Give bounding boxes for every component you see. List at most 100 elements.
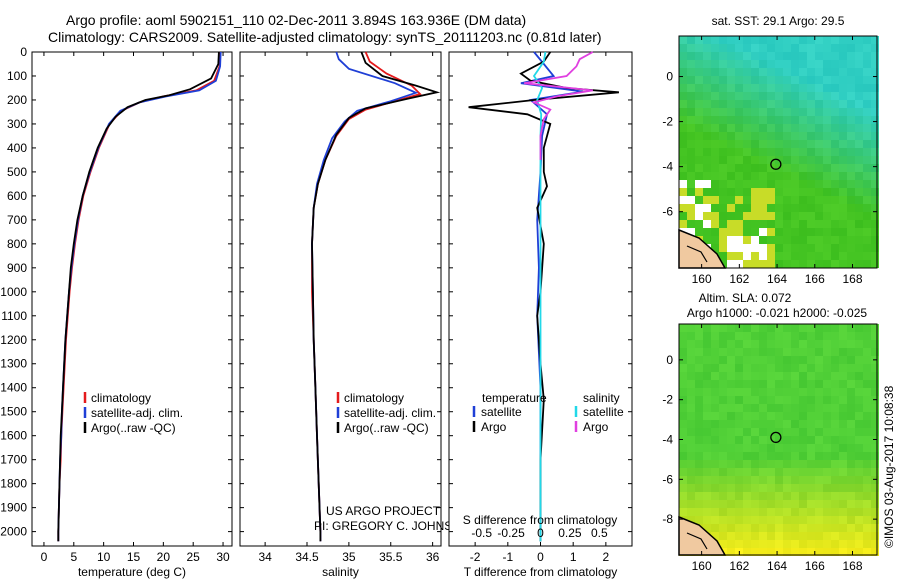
map-cell [687, 212, 695, 220]
map-cell [695, 500, 703, 508]
map-cell [831, 348, 839, 356]
map-cell [687, 372, 695, 380]
map-cell [687, 436, 695, 444]
map-cell [679, 500, 687, 508]
y-tick-label: 1000 [0, 285, 27, 299]
map-cell [791, 476, 799, 484]
map-cell [743, 124, 751, 132]
map-cell [687, 124, 695, 132]
map-cell [791, 180, 799, 188]
map-cell [703, 76, 711, 84]
map-cell [807, 332, 815, 340]
map-cell [863, 420, 871, 428]
map-cell [831, 164, 839, 172]
legend-label: Argo(..raw -QC) [91, 421, 176, 435]
map-cell [759, 492, 767, 500]
map-cell [783, 468, 791, 476]
map-cell [751, 484, 759, 492]
map-cell [863, 156, 871, 164]
map-cell [839, 156, 847, 164]
map-cell [799, 132, 807, 140]
map-cell [807, 212, 815, 220]
map-cell [743, 388, 751, 396]
map-cell [703, 452, 711, 460]
map-cell [687, 228, 695, 236]
map-cell [839, 124, 847, 132]
map-cell [703, 364, 711, 372]
map-cell [751, 92, 759, 100]
map-cell [679, 196, 687, 204]
map-cell [823, 228, 831, 236]
map-cell [863, 452, 871, 460]
map-cell [863, 548, 871, 556]
map-cell [839, 516, 847, 524]
map-cell [863, 380, 871, 388]
map-cell [767, 460, 775, 468]
map-cell [775, 260, 783, 268]
map-cell [735, 108, 743, 116]
map-cell [711, 388, 719, 396]
map-cell [807, 140, 815, 148]
map-cell [791, 332, 799, 340]
map-cell [751, 244, 759, 252]
map-cell [863, 36, 871, 44]
map-cell [727, 244, 735, 252]
map-cell [871, 428, 879, 436]
map-cell [847, 236, 855, 244]
map-cell [687, 404, 695, 412]
map-cell [855, 508, 863, 516]
map-cell [839, 452, 847, 460]
map-cell [759, 404, 767, 412]
map-cell [855, 348, 863, 356]
map-cell [735, 532, 743, 540]
map-cell [791, 220, 799, 228]
map-cell [703, 108, 711, 116]
map-cell [855, 372, 863, 380]
map-cell [743, 52, 751, 60]
map-cell [863, 228, 871, 236]
map-cell [815, 252, 823, 260]
map-cell [791, 124, 799, 132]
map-cell [759, 68, 767, 76]
map-cell [727, 236, 735, 244]
map-cell [855, 204, 863, 212]
map-cell [855, 244, 863, 252]
map-cell [695, 212, 703, 220]
map-cell [759, 140, 767, 148]
map-cell [767, 92, 775, 100]
map-cell [735, 460, 743, 468]
map-cell [695, 140, 703, 148]
map-cell [871, 252, 879, 260]
map-cell [831, 548, 839, 556]
map-cell [719, 508, 727, 516]
map-cell [719, 340, 727, 348]
x-tick-label: 1 [570, 550, 577, 564]
map-cell [695, 132, 703, 140]
map-cell [775, 492, 783, 500]
y-tick-label: 2000 [0, 525, 27, 539]
map-cell [767, 68, 775, 76]
map-cell [759, 156, 767, 164]
legend-label: satellite [481, 405, 522, 419]
x-tick-label: 5 [70, 550, 77, 564]
map-cell [687, 116, 695, 124]
map-cell [855, 212, 863, 220]
map-cell [799, 260, 807, 268]
map-cell [823, 252, 831, 260]
map-cell [847, 76, 855, 84]
map-cell [783, 180, 791, 188]
map-cell [863, 100, 871, 108]
map-cell [799, 356, 807, 364]
map-cell [767, 356, 775, 364]
map-cell [727, 428, 735, 436]
x-tick-label: 162 [729, 559, 749, 573]
map-cell [759, 332, 767, 340]
legend-label: climatology [91, 391, 151, 405]
map-cell [719, 244, 727, 252]
map-cell [783, 532, 791, 540]
map-cell [831, 44, 839, 52]
map-cell [687, 396, 695, 404]
map-cell [727, 484, 735, 492]
map-cell [719, 124, 727, 132]
map-cell [735, 420, 743, 428]
